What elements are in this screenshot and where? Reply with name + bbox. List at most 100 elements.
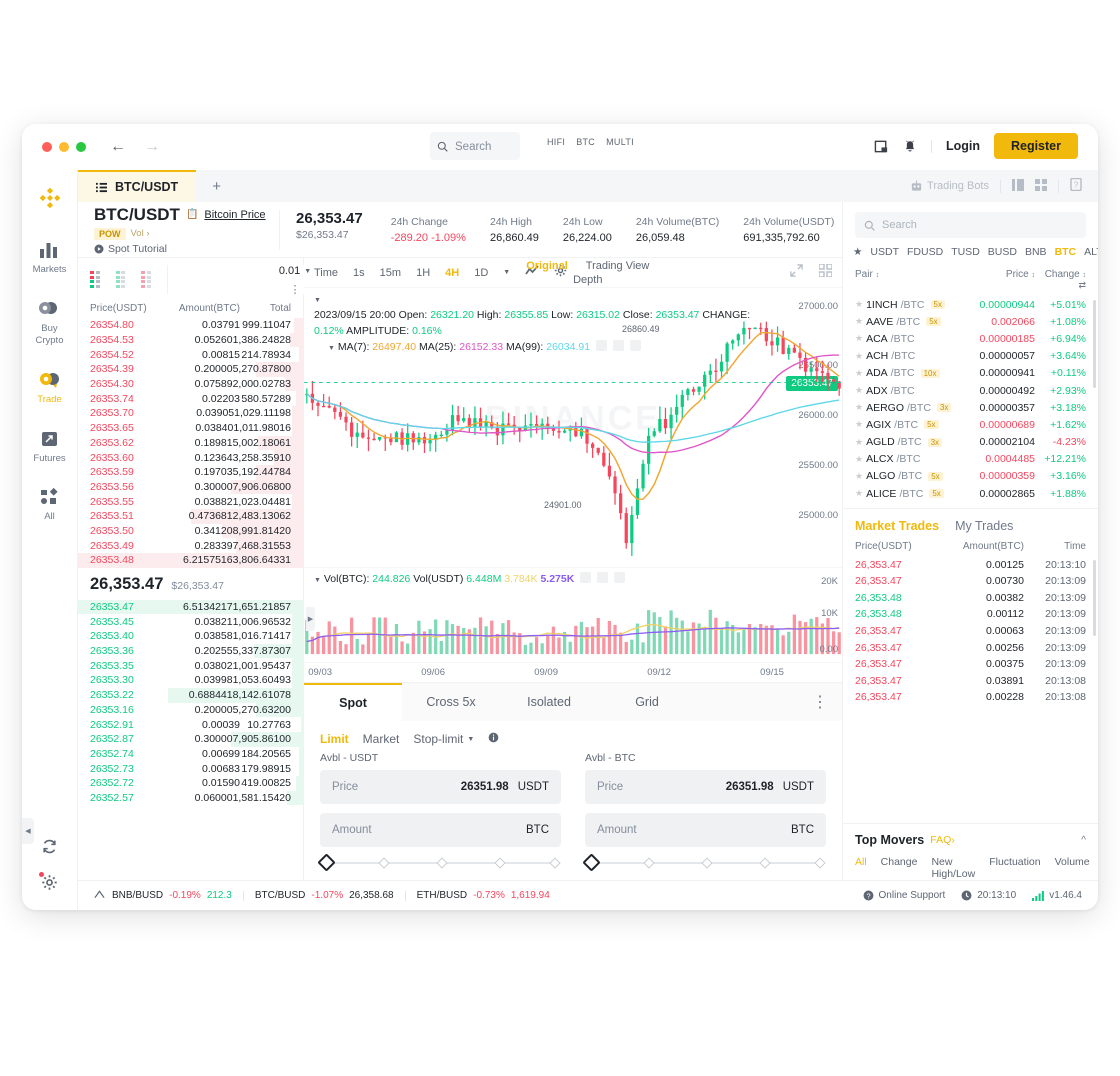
order-book-row[interactable]: 26353.40 0.03858 1,016.71417 [78, 629, 303, 644]
maximize-window-button[interactable] [76, 142, 86, 152]
refresh-icon[interactable] [41, 838, 58, 860]
order-book-row[interactable]: 26352.73 0.00683 179.98915 [78, 761, 303, 776]
book-view-asks-icon[interactable] [141, 271, 151, 288]
slider-handle[interactable] [317, 853, 336, 872]
layout-tall-icon[interactable] [1012, 178, 1024, 194]
order-book-row[interactable]: 26353.62 0.18981 5,002.18061 [78, 435, 303, 451]
market-row[interactable]: ★ ACH/BTC 0.00000057 +3.64% [843, 348, 1098, 365]
interval-1s[interactable]: 1s [353, 266, 365, 279]
quote-tab-btc[interactable]: BTC [1054, 246, 1077, 258]
movers-tab-new-high-low[interactable]: New High/Low [931, 856, 976, 880]
sidebar-item-buy-crypto[interactable]: Buy Crypto [36, 300, 63, 347]
market-row[interactable]: ★ AGLD/BTC 3x 0.00002104 -4.23% [843, 434, 1098, 451]
trades-scrollbar[interactable] [1093, 560, 1096, 637]
market-row[interactable]: ★ 1INCH/BTC 5x 0.00000944 +5.01% [843, 296, 1098, 313]
sidebar-item-trade[interactable]: Trade [37, 371, 62, 406]
tag-btc[interactable]: BTC [576, 137, 596, 147]
volume-chart[interactable]: ▶ ▼ Vol(BTC): 244.826 Vol(USDT) 6.448M 3… [304, 567, 842, 662]
vol-settings-gear-icon[interactable] [597, 572, 609, 583]
vol-close-icon[interactable] [614, 572, 626, 583]
market-row[interactable]: ★ ADA/BTC 10x 0.00000941 +0.11% [843, 365, 1098, 382]
tick-size-select[interactable]: 0.01 ▼ [279, 265, 311, 277]
vol-collapse-icon[interactable]: ▼ [314, 577, 321, 584]
book-view-bids-icon[interactable] [115, 271, 125, 288]
sidebar-item-markets[interactable]: Markets [33, 241, 66, 276]
col-pair[interactable]: Pair ↕ [855, 269, 880, 280]
order-book-row[interactable]: 26354.52 0.00815 214.78934 [78, 347, 303, 363]
ma-visibility-eye-icon[interactable] [595, 340, 607, 352]
tab-cross-5x[interactable]: Cross 5x [426, 695, 476, 709]
order-book-row[interactable]: 26353.48 6.21575 163,806.64331 [78, 553, 303, 568]
binance-logo-icon[interactable] [38, 186, 62, 215]
tab-grid[interactable]: Grid [635, 695, 659, 709]
tab-btc-usdt[interactable]: BTC/USDT [78, 170, 197, 202]
chart-expand-left-button[interactable]: ▶ [306, 607, 315, 632]
copy-icon[interactable]: 📋 [185, 209, 199, 220]
chart-settings-gear-icon[interactable] [554, 264, 567, 282]
order-book-row[interactable]: 26353.22 0.68844 18,142.61078 [78, 687, 303, 703]
quote-tab-busd[interactable]: BUSD [987, 246, 1017, 258]
tab-market-trades[interactable]: Market Trades [855, 519, 940, 534]
order-book-row[interactable]: 26353.50 0.34120 8,991.81420 [78, 523, 303, 539]
order-book-row[interactable]: 26354.80 0.03791 999.11047 [78, 318, 303, 333]
download-app-icon[interactable] [874, 139, 889, 154]
movers-tab-change[interactable]: Change [880, 856, 918, 868]
order-type-stop-limit[interactable]: Stop-limit [413, 732, 464, 746]
search-input[interactable]: Search [437, 134, 491, 159]
market-row[interactable]: ★ ALICE/BTC 5x 0.00002865 +1.88% [843, 485, 1098, 502]
sell-amount-slider[interactable] [582, 853, 827, 872]
order-book-row[interactable]: 26353.55 0.03882 1,023.04481 [78, 494, 303, 509]
top-movers-faq-link[interactable]: FAQ› [930, 834, 955, 846]
tab-my-trades[interactable]: My Trades [955, 519, 1014, 534]
slider-node-50[interactable] [436, 856, 448, 869]
sidebar-item-futures[interactable]: Futures [33, 430, 66, 465]
register-button[interactable]: Register [993, 133, 1078, 159]
order-book-row[interactable]: 26353.51 0.47368 12,483.13062 [78, 508, 303, 524]
order-book-row[interactable]: 26352.87 0.30000 7,905.86100 [78, 731, 303, 747]
order-mode-more-icon[interactable]: ⋮ [812, 694, 828, 711]
favorites-star-icon[interactable]: ★ [853, 246, 863, 258]
order-book-row[interactable]: 26353.30 0.03998 1,053.60493 [78, 673, 303, 688]
tag-multi[interactable]: MULTI [606, 137, 634, 147]
interval-more-chevron-icon[interactable]: ▼ [503, 269, 511, 276]
order-book-row[interactable]: 26352.91 0.00039 10.27763 [78, 717, 303, 732]
layout-grid-icon[interactable] [1035, 178, 1047, 194]
order-book-row[interactable]: 26354.39 0.20000 5,270.87800 [78, 362, 303, 377]
slider-node-75[interactable] [759, 856, 771, 869]
slider-node-25[interactable] [643, 856, 655, 869]
order-book-row[interactable]: 26353.45 0.03821 1,006.96532 [78, 614, 303, 630]
slider-node-25[interactable] [378, 856, 390, 869]
footer-ticker-btc[interactable]: BTC/BUSD -1.07% 26,358.68 [255, 890, 394, 901]
settings-gear-icon[interactable] [39, 872, 58, 896]
online-support-button[interactable]: ? Online Support [863, 890, 945, 901]
trading-bots-button[interactable]: Trading Bots [910, 180, 989, 192]
book-view-both-icon[interactable] [90, 271, 100, 288]
market-row[interactable]: ★ ALGO/BTC 5x 0.00000359 +3.16% [843, 468, 1098, 485]
slider-node-100[interactable] [549, 856, 562, 869]
search-suggestion-tags[interactable]: HIFI BTC MULTI [547, 137, 634, 147]
vol-chip[interactable]: Vol › [130, 228, 150, 239]
sidebar-item-all[interactable]: All [39, 488, 61, 523]
order-type-chevron-down-icon[interactable]: ▼ [467, 735, 475, 743]
order-book-row[interactable]: 26353.36 0.20255 5,337.87307 [78, 643, 303, 659]
order-info-icon[interactable] [488, 730, 499, 748]
collapse-chevron-icon[interactable]: ^ [1081, 834, 1086, 846]
buy-price-input[interactable]: Price 26351.98 USDT [320, 770, 561, 804]
quote-tab-alt[interactable]: ALT [1084, 246, 1098, 258]
order-book-row[interactable]: 26353.59 0.19703 5,192.44784 [78, 464, 303, 480]
order-book-row[interactable]: 26353.70 0.03905 1,029.11198 [78, 406, 303, 421]
interval-15m[interactable]: 15m [379, 266, 402, 279]
buy-amount-slider[interactable] [317, 853, 562, 872]
sell-price-input[interactable]: Price 26351.98 USDT [585, 770, 826, 804]
order-book-row[interactable]: 26353.74 0.02203 580.57289 [78, 391, 303, 407]
slider-node-100[interactable] [814, 856, 827, 869]
order-book-row[interactable]: 26354.30 0.07589 2,000.02783 [78, 376, 303, 392]
market-row[interactable]: ★ ACA/BTC 0.00000185 +6.94% [843, 330, 1098, 347]
tab-isolated[interactable]: Isolated [527, 695, 571, 709]
minimize-window-button[interactable] [59, 142, 69, 152]
back-arrow-icon[interactable]: ← [110, 138, 126, 155]
order-book-row[interactable]: 26352.57 0.06000 1,581.15420 [78, 790, 303, 806]
buy-amount-input[interactable]: Amount BTC [320, 813, 561, 847]
new-tab-button[interactable]: + [212, 177, 221, 195]
interval-1h[interactable]: 1H [416, 266, 431, 279]
